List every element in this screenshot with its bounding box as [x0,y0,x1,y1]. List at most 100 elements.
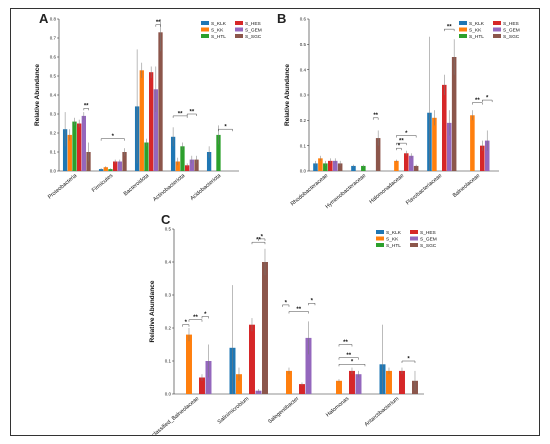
significance-bracket [288,311,309,314]
category-label: Salegentibacter [267,396,300,425]
legend-swatch [235,27,243,32]
bar-s-hes [480,145,485,171]
bar-s-sgc [451,57,457,171]
bar-s-gem [189,159,194,171]
legend-label: S_HES [503,21,519,27]
category-label: Flavobacteriaceae [405,173,443,206]
bar-s-gem [355,374,362,394]
significance-label: * [398,144,401,150]
bar-s-klk [313,163,318,171]
bar-s-kk [286,370,292,394]
bar-s-hes [249,324,255,394]
significance-label: * [185,320,188,326]
figure-frame: A 0.0 0.1 0.2 0.3 0.4 0.5 0.6 0.7 0.8 Relative Abu… [10,8,540,443]
legend-label: S_KK [386,236,399,242]
y-tick-label: 0.5 [50,74,57,79]
bar-s-htl [323,163,328,171]
category-label: Rhodobacteraceae [290,173,329,207]
legend-label: S_HTL [469,34,484,40]
bar-s-kk [175,161,180,171]
y-tick-label: 0.6 [300,17,307,22]
significance-label: ** [256,238,261,244]
legend-swatch [201,27,209,32]
category-label: Actinobacteriota [152,172,187,203]
bar-s-sgc [337,163,343,171]
legend-label: S_HES [420,230,436,236]
bar-s-kk [386,370,392,394]
y-tick-label: 0.8 [50,17,57,22]
legend-label: S_KK [211,27,224,33]
bar-s-gem [446,122,452,171]
significance-label: ** [399,139,404,145]
category-label: Halomonadaceae [368,173,405,205]
significance-label: * [351,360,354,366]
category-label: Unclassified_Balneolaceae [146,396,200,435]
legend-swatch [376,236,384,241]
significance-bracket [251,241,266,245]
bar-s-klk [351,165,356,171]
significance-label: ** [346,353,351,359]
bar-s-hes [404,153,409,171]
significance-bracket [472,102,483,105]
bar-s-gem [408,155,414,171]
y-tick-label: 0.7 [50,36,57,41]
legend-swatch [235,34,243,38]
bar-s-gem [81,115,86,171]
significance-label: ** [343,340,348,346]
significance-label: ** [189,109,194,115]
significance-label: * [261,234,264,240]
significance-bracket [282,304,290,307]
y-tick-label: 0.1 [300,143,307,148]
significance-bracket [100,138,125,141]
y-tick-label: 0.6 [50,55,57,60]
bar-s-kk [394,160,399,171]
legend-label: S_HES [245,21,261,27]
y-tick-label: 0.0 [165,392,172,397]
category-label: Firmicutes [91,173,114,194]
legend-label: S_HTL [386,243,401,249]
significance-label: * [112,134,115,140]
bar-s-hes [299,384,305,394]
bar-s-kk [432,117,437,171]
panel-letter: C [161,212,171,227]
legend-swatch [459,34,467,38]
panel-letter: A [39,11,49,26]
bar-s-hes [399,370,405,394]
significance-label: * [407,356,410,362]
legend-label: S_SGC [503,34,520,40]
legend-label: S_GEM [245,27,262,33]
significance-bracket [338,364,366,367]
significance-bracket [338,344,353,347]
bar-s-htl [108,169,113,171]
y-tick-label: 0.5 [165,227,172,232]
y-tick-label: 0.5 [300,42,307,47]
bar-s-gem [332,160,338,171]
significance-bracket [396,135,417,138]
significance-bracket [188,319,203,322]
bar-s-htl [216,134,221,171]
bar-s-klk [62,129,68,171]
bar-s-sgc [158,32,163,171]
bar-s-hes [328,160,333,171]
legend-label: S_KLK [469,21,485,27]
bar-s-gem [305,337,312,394]
category-label: Proteobacteria [47,172,79,200]
legend-swatch [493,34,501,38]
legend-swatch [410,230,418,234]
bar-s-sgc [122,152,127,171]
y-tick-label: 0.3 [165,293,172,298]
significance-bracket [182,324,190,327]
bar-s-gem [153,89,158,171]
legend-label: S_KK [469,27,482,33]
bar-s-htl [72,121,77,171]
category-label: Halomonas [325,396,350,419]
y-tick-label: 0.2 [165,326,172,331]
significance-bracket [396,142,407,146]
y-tick-label: 0.1 [165,359,172,364]
y-tick-label: 0.2 [50,131,57,136]
significance-label: ** [373,113,378,119]
significance-label: ** [475,98,480,104]
significance-label: ** [84,104,89,110]
category-label: Acidobacteriota [189,172,223,202]
significance-label: ** [156,20,161,26]
